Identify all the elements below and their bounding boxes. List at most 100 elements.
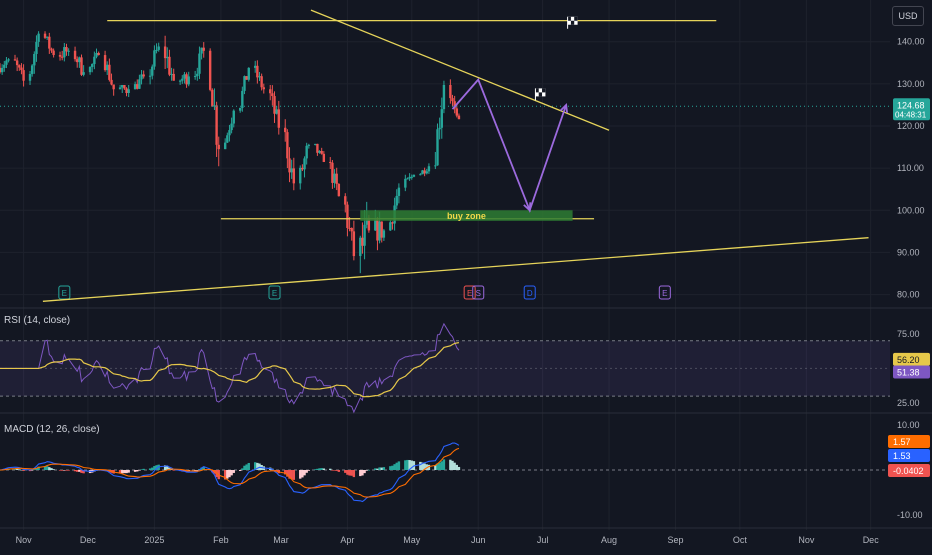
candle-body	[288, 158, 291, 173]
candle-body	[406, 178, 409, 180]
macd-axis-tick-label: -10.00	[897, 510, 923, 520]
macd-histogram-bar	[35, 467, 38, 470]
event-marker-label: D	[527, 289, 533, 298]
macd-histogram-bar	[425, 464, 428, 470]
candle-body	[28, 73, 32, 81]
flag-check	[538, 92, 543, 97]
candle-body	[397, 187, 401, 196]
candle-body	[245, 76, 248, 80]
candle-body	[151, 66, 154, 76]
event-marker-label: S	[476, 289, 481, 298]
macd-histogram-bar	[121, 470, 124, 474]
x-axis-tick-label: 2025	[144, 535, 164, 545]
macd-histogram-bar	[284, 470, 287, 475]
event-marker	[472, 285, 485, 300]
macd-histogram-bar	[442, 459, 446, 470]
macd-signal-line	[0, 447, 460, 498]
candle-body	[125, 88, 128, 94]
projection-arrowhead-up	[559, 102, 568, 113]
buy-zone-box	[360, 210, 573, 221]
flag-check	[535, 88, 539, 93]
candle-body	[215, 105, 218, 145]
macd-histogram-bar	[82, 470, 85, 474]
macd-histogram-bar	[290, 470, 293, 480]
x-axis-tick-label: Dec	[80, 535, 97, 545]
candle-body	[284, 127, 287, 133]
macd-pane[interactable]	[0, 442, 890, 503]
candle-body	[5, 60, 8, 65]
macd-histogram-bar	[155, 465, 158, 470]
buy-zone-label: buy zone	[447, 211, 486, 221]
candle-body	[196, 73, 199, 77]
candle-body	[58, 55, 62, 57]
macd-histogram-bar	[303, 470, 306, 476]
candle-body	[350, 228, 353, 232]
candle-body	[408, 176, 411, 179]
candle-body	[43, 33, 47, 38]
macd-histogram-bar	[45, 466, 49, 470]
candle-body	[423, 170, 426, 174]
candle-body	[0, 67, 4, 73]
macd-histogram-bar	[352, 470, 356, 478]
candle-body	[18, 65, 21, 68]
candle-body	[88, 66, 92, 73]
macd-histogram-bar	[125, 470, 128, 474]
macd-histogram-bar	[127, 470, 130, 473]
macd-histogram-bar	[365, 470, 368, 471]
candle-body	[361, 237, 364, 246]
candle-body	[22, 70, 25, 81]
candle-body	[256, 65, 259, 78]
price-axis-tick-label: 130.00	[897, 79, 925, 89]
macd-histogram-bar	[118, 470, 122, 474]
macd-histogram-bar	[140, 469, 143, 470]
candle-body	[60, 56, 64, 58]
candle-body	[185, 74, 188, 85]
macd-histogram-bar	[423, 463, 426, 470]
candle-body	[7, 59, 10, 61]
rsi-value: 51.38	[897, 368, 920, 378]
rsi-value-badge	[893, 365, 930, 379]
macd-histogram-bar	[316, 468, 319, 470]
macd-histogram-bar	[238, 470, 242, 471]
event-marker	[523, 285, 536, 300]
price-axis-tick-label: 120.00	[897, 121, 925, 131]
macd-histogram-bar	[318, 468, 321, 470]
macd-histogram-bar	[455, 464, 458, 470]
candle-body	[172, 73, 175, 81]
candle-body	[314, 143, 317, 145]
rsi-line	[0, 322, 460, 414]
event-marker-label: E	[467, 289, 472, 298]
rsi-pane[interactable]	[0, 322, 890, 414]
x-axis-tick-label: May	[403, 535, 421, 545]
x-axis-tick-label: Nov	[16, 535, 33, 545]
macd-histogram-bar	[359, 470, 362, 477]
candle-body	[273, 96, 276, 114]
macd-histogram-bar	[421, 462, 424, 470]
projection-path	[451, 77, 568, 213]
target-flag-icon	[534, 88, 546, 101]
event-marker-label: E	[272, 289, 277, 298]
macd-histogram-bar	[80, 470, 83, 473]
macd-histogram-bar	[457, 466, 461, 470]
macd-histogram-bar	[376, 468, 379, 470]
candle-body	[451, 98, 454, 102]
macd-histogram-bar	[380, 467, 383, 470]
macd-histogram-bar	[256, 462, 259, 470]
flag-check	[542, 88, 546, 93]
macd-line-value-badge	[888, 449, 930, 462]
macd-histogram-bar	[73, 470, 77, 472]
drawings-layer[interactable]: buy zone	[42, 9, 869, 302]
macd-histogram-value: 1.57	[893, 437, 911, 447]
candle-body	[419, 174, 422, 176]
macd-histogram-bar	[202, 467, 205, 470]
macd-histogram-bar	[63, 470, 66, 471]
event-marker	[58, 285, 71, 300]
macd-histogram-bar	[151, 467, 154, 470]
candle-body	[13, 59, 17, 61]
candle-body	[329, 161, 332, 163]
candle-body	[301, 167, 304, 170]
currency-button[interactable]: USD	[892, 6, 924, 26]
